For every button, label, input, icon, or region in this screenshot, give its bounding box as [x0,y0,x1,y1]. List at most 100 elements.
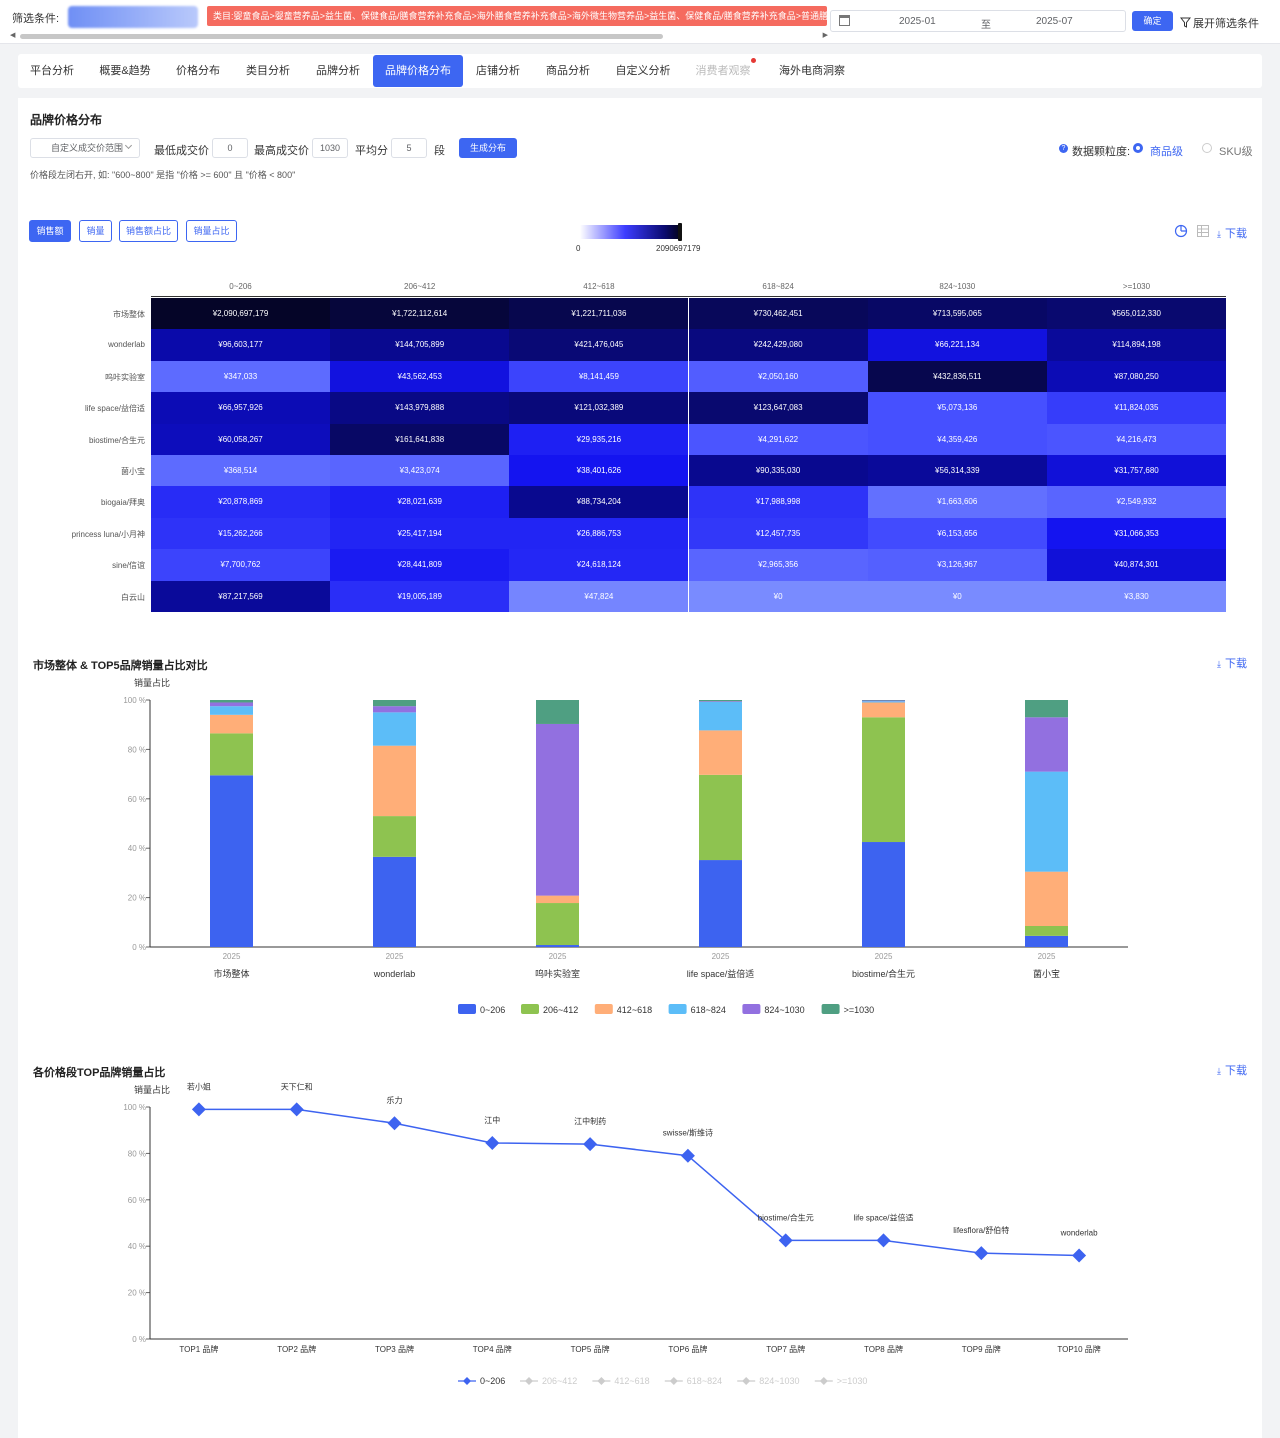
stacked-bar-segment[interactable] [210,706,253,715]
color-scale-handle[interactable] [678,223,682,241]
heatmap-cell[interactable]: ¥1,221,711,036 [509,298,689,330]
heatmap-cell[interactable]: ¥2,549,932 [1047,486,1226,519]
stacked-bar-segment[interactable] [1025,871,1068,927]
scroll-right-icon[interactable]: ▶ [822,32,828,39]
heatmap-cell[interactable]: ¥4,291,622 [688,423,868,456]
heatmap-cell[interactable]: ¥66,957,926 [151,392,330,425]
data-point[interactable] [876,1233,891,1248]
heatmap-cell[interactable]: ¥25,417,194 [330,517,510,550]
stacked-bar-segment[interactable] [536,700,579,724]
legend-label[interactable]: 618~824 [687,1376,722,1386]
heatmap-cell[interactable]: ¥11,824,035 [1047,392,1226,425]
data-point[interactable] [191,1102,206,1117]
data-point[interactable] [680,1148,695,1163]
legend-label[interactable]: 0~206 [480,1376,505,1386]
data-point[interactable] [778,1233,793,1248]
tab-brand-price[interactable]: 品牌价格分布 [373,55,463,87]
stacked-bar-segment[interactable] [210,733,253,776]
heatmap-cell[interactable]: ¥4,359,426 [867,423,1047,456]
data-point[interactable] [485,1135,500,1150]
stacked-bar-segment[interactable] [1025,700,1068,718]
stacked-bar-segment[interactable] [1025,771,1068,872]
heatmap-cell[interactable]: ¥28,441,809 [330,549,510,582]
heatmap-cell[interactable]: ¥28,021,639 [330,486,510,519]
heatmap-cell[interactable]: ¥565,012,330 [1047,298,1226,330]
heatmap-cell[interactable]: ¥8,141,459 [509,360,689,393]
stacked-bar-segment[interactable] [373,700,416,707]
heatmap-cell[interactable]: ¥123,647,083 [688,392,868,425]
confirm-button[interactable]: 确定 [1132,11,1173,31]
data-point[interactable] [974,1246,989,1261]
max-price-input[interactable]: 1030 [312,138,348,158]
heatmap-cell[interactable]: ¥368,514 [151,455,330,487]
heatmap-cell[interactable]: ¥0 [867,580,1047,613]
heatmap-cell[interactable]: ¥1,663,606 [867,486,1047,519]
range-select[interactable]: 自定义成交价范围 [30,138,140,158]
stacked-bar-segment[interactable] [373,856,416,947]
download-heatmap-button[interactable]: ⤓ 下载 [1217,225,1247,241]
segments-input[interactable]: 5 [391,138,427,158]
tab-price-distribution[interactable]: 价格分布 [176,65,220,77]
data-point[interactable] [387,1116,402,1131]
legend-label[interactable]: >=1030 [837,1376,868,1386]
stacked-bar-segment[interactable] [1025,935,1068,947]
heatmap-cell[interactable]: ¥17,988,998 [688,486,868,519]
tab-overseas[interactable]: 海外电商洞察 [779,65,845,77]
stacked-bar-segment[interactable] [373,745,416,817]
metric-sales-amount-button[interactable]: 销售额 [29,220,71,242]
generate-button[interactable]: 生成分布 [459,138,517,158]
legend-swatch[interactable] [742,1004,761,1014]
heatmap-cell[interactable]: ¥60,058,267 [151,423,330,456]
legend-swatch[interactable] [668,1004,687,1014]
date-start[interactable]: 2025-01 [899,16,936,27]
heatmap-cell[interactable]: ¥4,216,473 [1047,423,1226,456]
heatmap-cell[interactable]: ¥90,335,030 [688,455,868,487]
stacked-bar-segment[interactable] [373,706,416,713]
horizontal-scrollbar[interactable]: ◀ ▶ [10,32,828,40]
min-price-input[interactable]: 0 [212,138,248,158]
heatmap-cell[interactable]: ¥6,153,656 [867,517,1047,550]
granularity-product-label[interactable]: 商品级 [1150,146,1183,158]
tab-brand[interactable]: 品牌分析 [316,65,360,77]
data-point[interactable] [583,1137,598,1152]
stacked-bar-segment[interactable] [699,774,742,861]
heatmap-cell[interactable]: ¥3,423,074 [330,455,510,487]
legend-label[interactable]: 824~1030 [759,1376,799,1386]
heatmap-cell[interactable]: ¥96,603,177 [151,329,330,362]
heatmap-cell[interactable]: ¥5,073,136 [867,392,1047,425]
heatmap-cell[interactable]: ¥2,050,160 [688,360,868,393]
heatmap-cell[interactable]: ¥7,700,762 [151,549,330,582]
stacked-bar-segment[interactable] [373,712,416,746]
heatmap-cell[interactable]: ¥43,562,453 [330,360,510,393]
table-view-icon[interactable] [1196,224,1210,238]
heatmap-cell[interactable]: ¥12,457,735 [688,517,868,550]
heatmap-cell[interactable]: ¥31,757,680 [1047,455,1226,487]
metric-volume-share-button[interactable]: 销量占比 [186,220,237,242]
category-breadcrumb[interactable]: 类目:婴童食品>婴童营养品>益生菌、保健食品/膳食营养补充食品>海外膳食营养补充… [207,6,827,26]
heatmap-cell[interactable]: ¥421,476,045 [509,329,689,362]
heatmap-cell[interactable]: ¥87,080,250 [1047,360,1226,393]
stacked-bar-segment[interactable] [862,717,905,843]
stacked-bar-segment[interactable] [699,701,742,731]
heatmap-cell[interactable]: ¥87,217,569 [151,580,330,613]
heatmap-cell[interactable]: ¥3,830 [1047,580,1226,613]
scroll-thumb[interactable] [20,34,663,39]
stacked-bar-segment[interactable] [1025,926,1068,936]
heatmap-cell[interactable]: ¥26,886,753 [509,517,689,550]
data-point[interactable] [289,1102,304,1117]
heatmap-cell[interactable]: ¥31,066,353 [1047,517,1226,550]
legend-label[interactable]: 412~618 [614,1376,649,1386]
heatmap-cell[interactable]: ¥2,965,356 [688,549,868,582]
heatmap-cell[interactable]: ¥38,401,626 [509,455,689,487]
legend-swatch[interactable] [821,1004,840,1014]
help-icon[interactable]: ? [1059,144,1068,153]
heatmap-cell[interactable]: ¥347,033 [151,360,330,393]
stacked-bar-segment[interactable] [536,895,579,904]
stacked-bar-segment[interactable] [699,700,742,702]
granularity-sku-label[interactable]: SKU级 [1219,146,1253,158]
legend-swatch[interactable] [458,1004,476,1014]
heatmap-cell[interactable]: ¥2,090,697,179 [151,298,330,330]
stacked-bar-segment[interactable] [210,700,253,703]
tab-custom[interactable]: 自定义分析 [615,65,671,77]
heatmap-cell[interactable]: ¥66,221,134 [867,329,1047,362]
